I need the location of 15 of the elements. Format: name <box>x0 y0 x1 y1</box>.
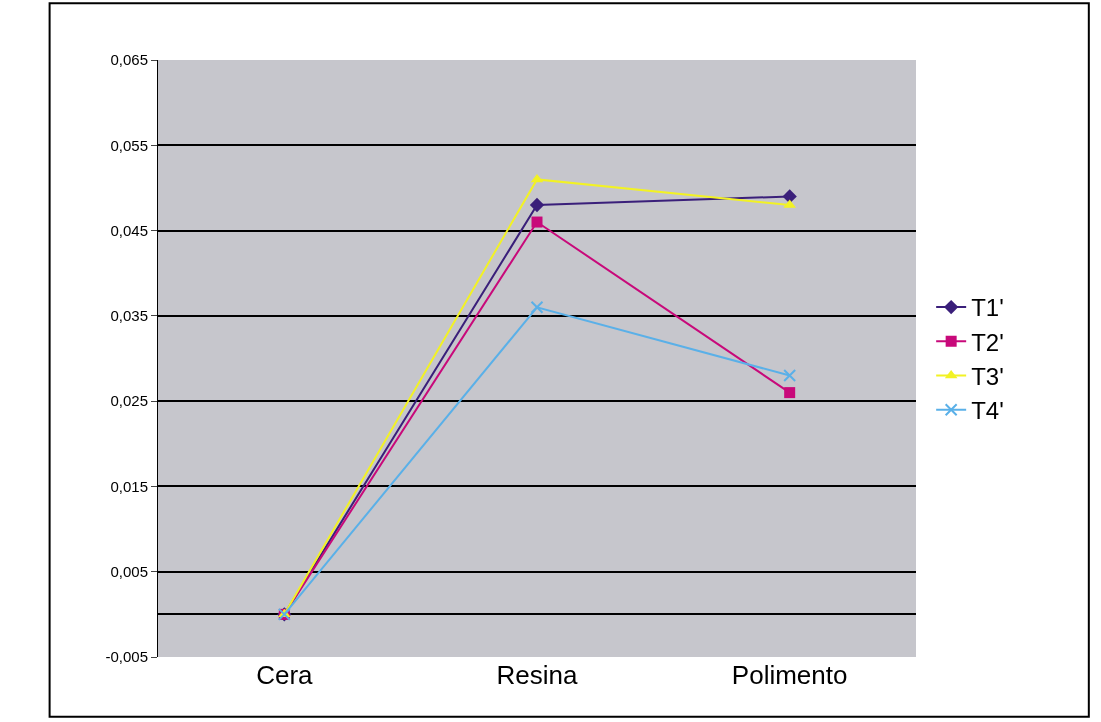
y-tick-label: 0,025 <box>110 392 148 410</box>
x-tick-label: Polimento <box>731 660 848 690</box>
y-tick-label: -0,005 <box>105 648 148 666</box>
y-tick-label: 0,015 <box>110 477 148 495</box>
x-tick-label: Resina <box>496 660 578 690</box>
y-tick-label: 0,055 <box>110 136 148 154</box>
legend-label: T1' <box>971 294 1004 322</box>
y-tick-label: 0,035 <box>110 307 148 325</box>
y-tick-label: 0,005 <box>110 562 148 580</box>
y-tick-label: 0,065 <box>110 51 148 69</box>
x-tick-label: Cera <box>256 660 314 690</box>
y-tick-label: 0,045 <box>110 221 148 239</box>
legend-label: T3' <box>971 362 1004 390</box>
legend-label: T4' <box>971 397 1004 425</box>
legend-label: T2' <box>971 328 1004 356</box>
